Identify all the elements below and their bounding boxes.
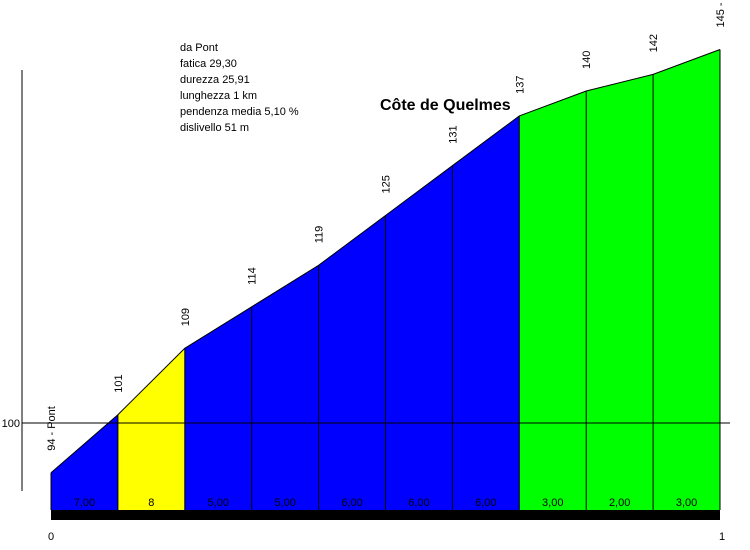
x-tick-label: 1: [719, 531, 725, 543]
gradient-label: 5,00: [274, 497, 295, 509]
elevation-label: 109: [180, 308, 192, 326]
elevation-label: 125: [381, 175, 393, 193]
elevation-label: 114: [247, 267, 259, 285]
profile-segment: [318, 215, 386, 510]
profile-segment: [117, 348, 185, 510]
info-fatica: fatica 29,30: [180, 58, 237, 70]
segment-dividers: [50, 49, 721, 510]
gradient-labels: 7,00 8 5,00 5,00 6,00 6,00 6,00 3,00 2,00 3,00: [74, 497, 698, 509]
gradient-label: 6,00: [408, 497, 429, 509]
gradient-label: 6,00: [475, 497, 496, 509]
elevation-label: 131: [447, 125, 459, 143]
axes: 100 0 1: [2, 70, 730, 543]
elevation-label: 119: [314, 226, 326, 244]
info-durezza: durezza 25,91: [180, 74, 250, 86]
elevation-labels: 94 - Pont 101 109 114 119 125 131 137 140 142 145 …: [46, 0, 727, 451]
info-lunghezza: lunghezza 1 km: [180, 90, 258, 102]
reference-label: 100: [2, 418, 20, 430]
gradient-label: 3,00: [542, 497, 563, 509]
elevation-label: 140: [581, 51, 593, 69]
climb-info: da Pont fatica 29,30 durezza 25,91 lungh…: [180, 40, 299, 136]
gradient-label: 3,00: [676, 497, 697, 509]
gradient-label: 6,00: [341, 497, 362, 509]
profile-segment: [519, 91, 587, 510]
distance-bar: [51, 510, 720, 520]
info-start: da Pont: [180, 42, 218, 54]
info-dislivello: dislivello 51 m: [180, 122, 250, 134]
profile-segment: [586, 74, 654, 511]
elevation-label: 145 - Sommet: [715, 0, 727, 28]
profile-segment: [184, 306, 252, 510]
elevation-label: 101: [113, 374, 125, 392]
chart-title: Côte de Quelmes: [380, 97, 511, 114]
profile-segment: [653, 49, 720, 510]
elevation-label: 142: [648, 34, 660, 52]
gradient-label: 2,00: [609, 497, 630, 509]
gradient-label: 7,00: [74, 497, 95, 509]
profile-segment: [452, 115, 520, 511]
profile-segment: [251, 265, 319, 510]
gradient-label: 8: [148, 497, 154, 509]
info-pendenza: pendenza media 5,10 %: [180, 106, 299, 118]
profile-segments: [51, 49, 720, 511]
elevation-label: 137: [514, 76, 526, 94]
gradient-label: 5,00: [208, 497, 229, 509]
profile-segment: [385, 165, 453, 510]
x-tick-label: 0: [48, 531, 54, 543]
profile-segment: [51, 414, 118, 510]
elevation-label: 94 - Pont: [46, 406, 58, 451]
